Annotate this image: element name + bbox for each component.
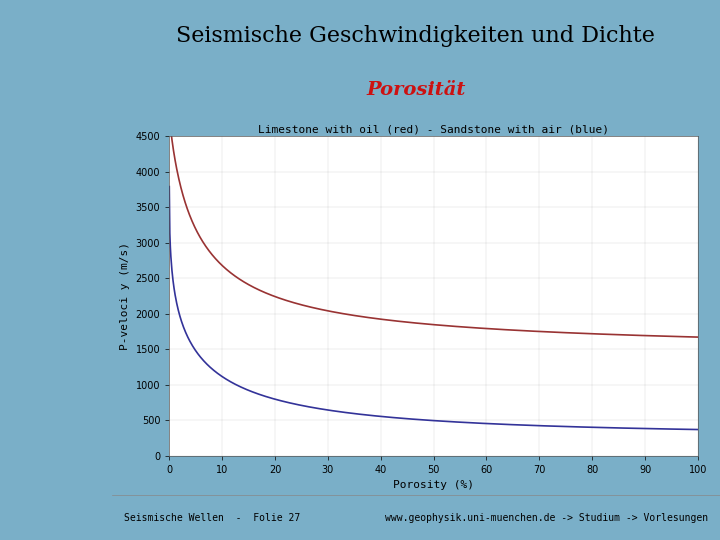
Text: www.geophysik.uni-muenchen.de -> Studium -> Vorlesungen: www.geophysik.uni-muenchen.de -> Studium… [384, 513, 708, 523]
X-axis label: Porosity (%): Porosity (%) [393, 480, 474, 490]
Y-axis label: P-veloci y (m/s): P-veloci y (m/s) [120, 242, 130, 350]
Text: Porosität: Porosität [366, 80, 466, 99]
Title: Limestone with oil (red) - Sandstone with air (blue): Limestone with oil (red) - Sandstone wit… [258, 124, 609, 134]
Text: Seismische Geschwindigkeiten und Dichte: Seismische Geschwindigkeiten und Dichte [176, 25, 655, 46]
Text: Seismische Wellen  -  Folie 27: Seismische Wellen - Folie 27 [124, 513, 300, 523]
